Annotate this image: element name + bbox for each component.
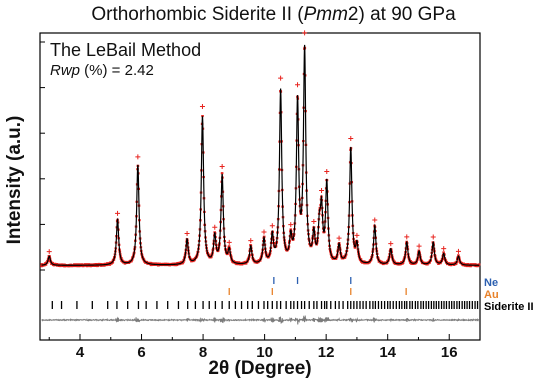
- x-tick-label: 8: [199, 344, 207, 361]
- observed-peak-marker: [288, 222, 294, 228]
- observed-peak-marker: [295, 82, 301, 88]
- observed-peak-marker: [430, 234, 436, 240]
- legend-ne: Ne: [484, 277, 499, 289]
- observed-peak-marker: [372, 217, 378, 223]
- x-tick-label: 10: [256, 344, 273, 361]
- observed-peak-marker: [212, 224, 218, 230]
- x-tick-label: 6: [137, 344, 145, 361]
- x-tick-label: 12: [318, 344, 335, 361]
- x-tick-label: 14: [379, 344, 396, 361]
- observed-peak-marker: [404, 234, 410, 240]
- observed-peak-marker: [416, 243, 422, 249]
- observed-peak-marker: [135, 154, 141, 160]
- method-label: The LeBail Method: [50, 40, 202, 60]
- observed-peak-marker: [46, 249, 52, 255]
- observed-peak-marker: [278, 75, 284, 81]
- observed-peak-marker: [324, 168, 330, 174]
- observed-peak-marker: [261, 229, 267, 235]
- observed-data-series: [40, 46, 481, 268]
- observed-peak-marker: [302, 30, 308, 36]
- plot-frame: [39, 32, 481, 341]
- observed-peak-marker: [348, 136, 354, 142]
- x-axis-title: 2θ (Degree): [208, 358, 312, 379]
- observed-peak-marker: [219, 163, 225, 169]
- observed-peak-marker: [319, 187, 325, 193]
- observed-peak-marker: [354, 232, 360, 238]
- observed-peak-marker: [115, 210, 121, 216]
- observed-peak-marker: [455, 248, 461, 254]
- x-tick-label: 4: [76, 344, 85, 361]
- observed-peak-marker: [184, 230, 190, 236]
- observed-peak-marker: [248, 238, 254, 244]
- rwp-label: Rwp (%) = 2.42: [50, 62, 154, 79]
- chart-title: Orthorhombic Siderite II (Pmm2) at 90 GP…: [91, 4, 456, 25]
- observed-peak-marker: [199, 103, 205, 109]
- method-annotation: The LeBail Method Rwp (%) = 2.42: [50, 40, 201, 79]
- fitted-profile-line: [41, 44, 480, 266]
- observed-peak-marker: [269, 223, 275, 229]
- observed-peak-marker: [441, 246, 447, 252]
- legend-siderite-ii: Siderite II: [484, 301, 534, 313]
- observed-peak-marker: [311, 219, 317, 225]
- x-tick-label: 16: [441, 344, 458, 361]
- difference-curve: [41, 315, 480, 325]
- observed-peak-marker: [388, 241, 394, 247]
- observed-peak-marker: [226, 239, 232, 245]
- observed-peak-marker: [336, 235, 342, 241]
- legend-au: Au: [484, 289, 499, 301]
